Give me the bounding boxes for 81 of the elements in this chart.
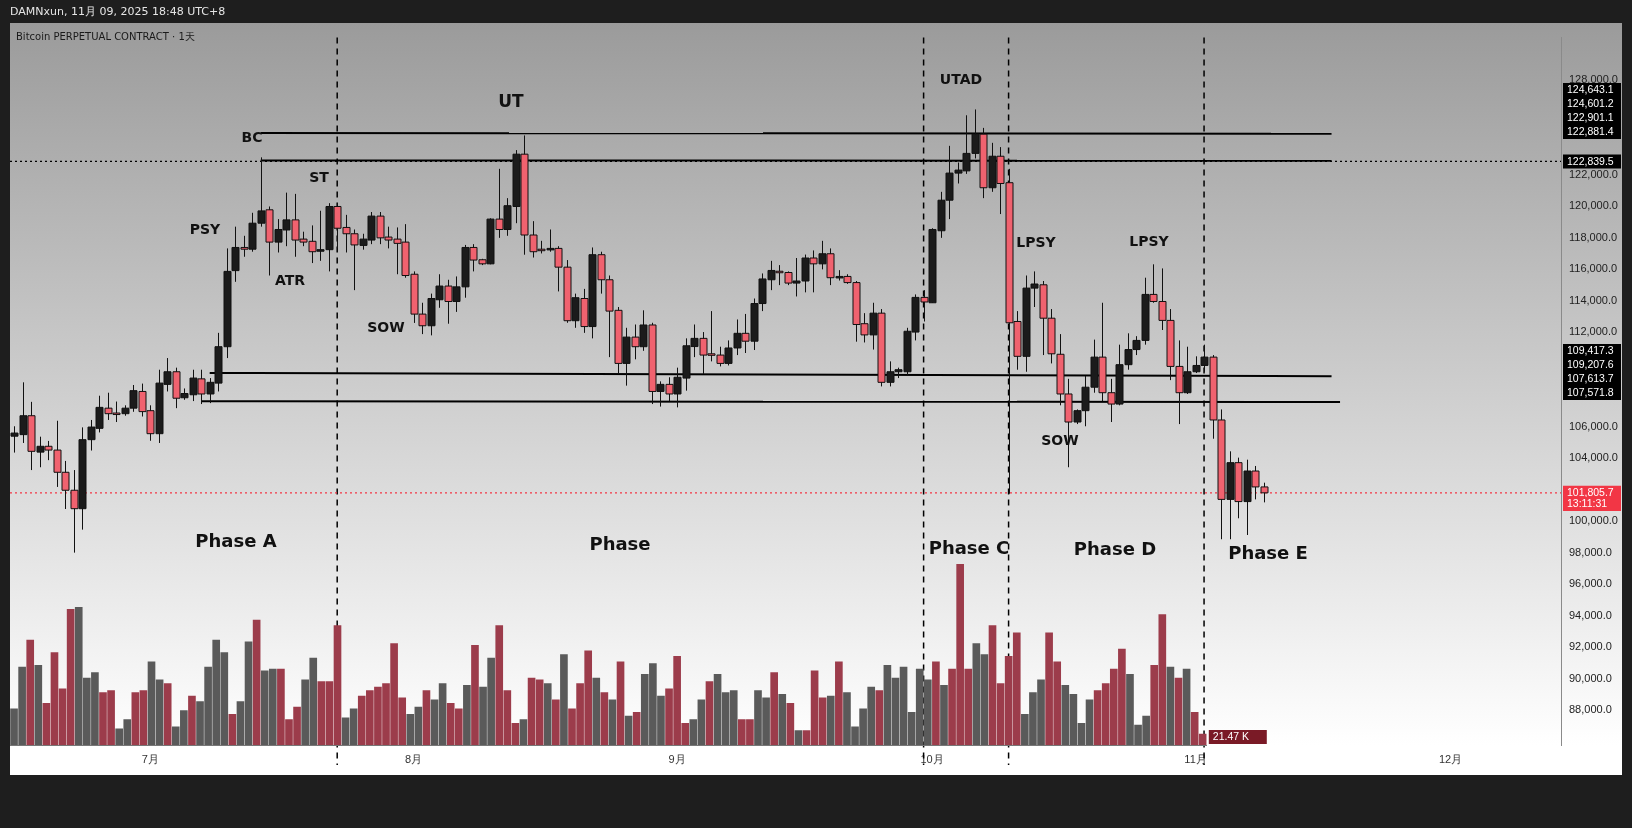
ref-line-label: 101,805.7 [1567,486,1614,499]
y-tick-label: 88,000.0 [1569,703,1612,716]
bar [228,713,237,745]
y-tick-label: 116,000.0 [1569,262,1618,275]
bar [463,684,471,745]
bar [26,639,35,745]
y-tick-label: 96,000.0 [1569,577,1612,590]
bar [875,690,884,745]
annotation: Phase E [1228,541,1308,563]
bar [608,699,617,745]
bar [188,695,196,745]
chart-title: Bitcoin PERPETUAL CONTRACT · 1天 [16,30,195,44]
annotation: Phase A [195,529,277,551]
annotation: Phase [589,532,651,554]
y-tick-label: 122,000.0 [1569,167,1618,180]
bar [632,712,641,745]
bar [600,692,609,745]
bar [1182,668,1191,745]
bar [543,683,552,745]
y-tick-label: 98,000.0 [1569,545,1612,558]
bar [519,719,528,745]
bar [1166,666,1175,745]
annotation: UTAD [939,70,983,87]
y-tick-label: 106,000.0 [1569,419,1618,432]
x-tick-label: 9月 [668,752,686,765]
y-tick-label: 104,000.0 [1569,451,1618,464]
y-tick-label: 118,000.0 [1569,230,1618,243]
annotation: BC [241,128,263,145]
bar [552,699,560,745]
bar [778,693,787,745]
annotation: LPSY [1016,233,1057,250]
bar [592,677,601,745]
bar [560,654,568,745]
bar [932,661,940,745]
y-tick-label: 120,000.0 [1569,199,1618,212]
annotation: ATR [274,271,306,288]
chart-subtitle: DAMNxun, 11月 09, 2025 18:48 UTC+8 [10,4,226,19]
y-tick-label: 128,000.0 [1569,73,1618,86]
annotation: SOW [367,318,405,335]
bar [1174,677,1183,745]
bar [786,703,795,745]
text: 124,643.1 [1567,83,1614,96]
annotation: Phase D [1073,537,1157,559]
annotation: UT [498,91,525,112]
text: 124,601.2 [1567,97,1614,110]
annotation: PSY [189,220,222,237]
annotation: LPSY [1129,232,1170,249]
x-tick-label: 8月 [405,752,423,765]
bar [835,661,843,745]
text: 13:11:31 [1567,497,1608,510]
bar [940,684,948,745]
annotation: Phase C [928,536,1010,558]
text: 109,417.3 [1567,344,1614,357]
text: 107,571.8 [1567,386,1614,399]
bar [252,619,261,745]
y-tick-label: 114,000.0 [1569,293,1618,306]
y-tick-label: 94,000.0 [1569,608,1612,621]
text: 122,881.4 [1567,125,1614,138]
text: 107,613.7 [1567,372,1614,385]
x-tick-label: 7月 [141,752,159,765]
y-tick-label: 90,000.0 [1569,671,1612,684]
bar [163,683,172,745]
bar [422,690,431,745]
text: 122,901.1 [1567,111,1614,124]
bar [624,715,633,745]
bar [616,661,625,745]
bar [770,672,778,745]
bar [34,665,43,745]
text: 109,207.6 [1567,358,1614,371]
annotation: ST [309,168,330,185]
annotation: 21.47 K [1212,730,1249,743]
y-tick-label: 112,000.0 [1569,325,1618,338]
bar [471,645,479,745]
y-tick-label: 92,000.0 [1569,640,1612,653]
y-tick-label: 100,000.0 [1569,514,1618,527]
bar [705,681,714,745]
bar [826,695,835,745]
ref-line-label: 122,839.5 [1567,154,1614,167]
bar [794,730,803,745]
x-tick-label: 11月 [1184,752,1207,765]
x-tick-label: 12月 [1438,752,1463,765]
